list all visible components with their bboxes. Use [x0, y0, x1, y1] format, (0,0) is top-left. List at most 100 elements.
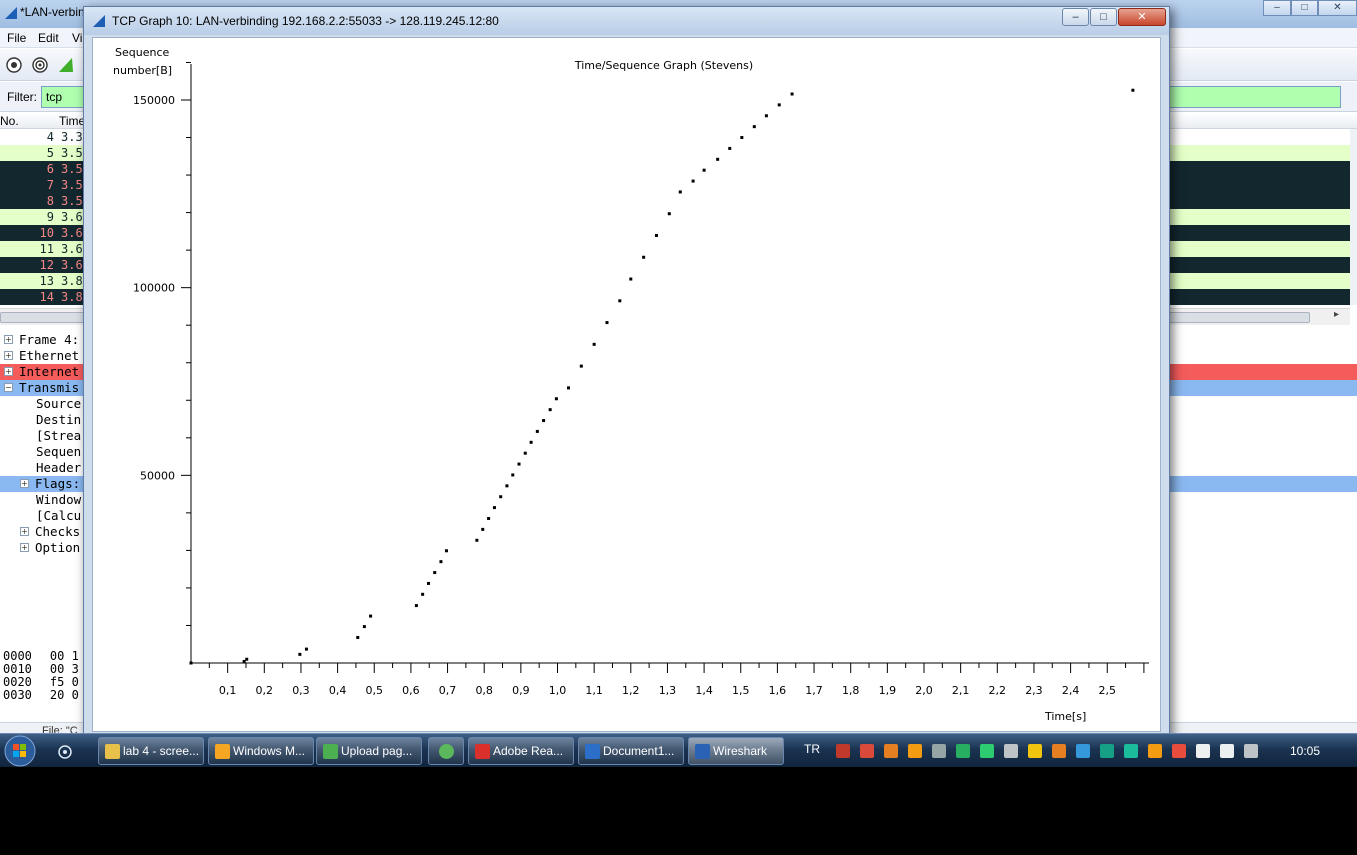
- collapse-icon[interactable]: −: [4, 383, 13, 392]
- tray-icon[interactable]: [1244, 744, 1258, 758]
- data-point: [716, 157, 720, 161]
- hex-row[interactable]: 0010 00 3: [3, 663, 79, 676]
- clock[interactable]: 10:05: [1290, 744, 1321, 758]
- taskbar-button-label: Wireshark: [713, 744, 768, 758]
- x-tick-label: 2,1: [952, 684, 970, 697]
- x-tick-label: 1,2: [622, 684, 640, 697]
- data-point: [702, 168, 706, 172]
- packet-no: 8: [46, 194, 54, 208]
- tree-row[interactable]: + Ethernet: [0, 348, 1357, 364]
- data-point: [487, 516, 491, 520]
- data-point: [245, 657, 249, 661]
- taskbar-button[interactable]: Wireshark: [688, 737, 784, 765]
- taskbar: lab 4 - scree... Windows M... Upload pag..…: [0, 733, 1357, 767]
- tray-icon[interactable]: [1172, 744, 1186, 758]
- tree-row[interactable]: Destin: [0, 412, 1357, 428]
- x-tick-label: 0,5: [366, 684, 384, 697]
- tray-icon[interactable]: [1196, 744, 1210, 758]
- tray-icon[interactable]: [1028, 744, 1042, 758]
- graph-titlebar[interactable]: TCP Graph 10: LAN-verbinding 192.168.2.2…: [84, 7, 1169, 35]
- tray-icon[interactable]: [1076, 744, 1090, 758]
- tray-icon[interactable]: [1124, 744, 1138, 758]
- data-point: [369, 614, 373, 618]
- windows-start-icon[interactable]: [2, 734, 38, 768]
- tree-row[interactable]: Window: [0, 492, 1357, 508]
- minimize-button[interactable]: –: [1062, 8, 1089, 26]
- scroll-right-arrow-icon[interactable]: ▸: [1334, 309, 1340, 320]
- tree-row[interactable]: Sequen: [0, 444, 1357, 460]
- app-icon: [323, 744, 338, 759]
- tray-icon[interactable]: [956, 744, 970, 758]
- packet-no: 11: [39, 242, 54, 256]
- tray-icon[interactable]: [908, 744, 922, 758]
- tray-icon[interactable]: [980, 744, 994, 758]
- taskbar-button[interactable]: Windows M...: [208, 737, 314, 765]
- app-icon: [475, 744, 490, 759]
- tray-icon[interactable]: [1004, 744, 1018, 758]
- expand-icon[interactable]: +: [4, 367, 13, 376]
- packet-time: 3.8: [61, 274, 83, 288]
- taskbar-button[interactable]: Adobe Rea...: [468, 737, 574, 765]
- taskbar-button[interactable]: lab 4 - scree...: [98, 737, 204, 765]
- hex-row[interactable]: 0000 00 1: [3, 650, 79, 663]
- expand-icon[interactable]: +: [20, 543, 29, 552]
- main-close-button[interactable]: ✕: [1318, 0, 1357, 16]
- media-center-icon[interactable]: [57, 744, 73, 760]
- tree-label: Checks: [35, 524, 81, 539]
- tray-icon[interactable]: [1100, 744, 1114, 758]
- tree-row[interactable]: [Calcu: [0, 508, 1357, 524]
- tray-icon[interactable]: [1148, 744, 1162, 758]
- column-no[interactable]: No.: [0, 114, 19, 128]
- tray-icon[interactable]: [1220, 744, 1234, 758]
- packet-time: 3.5: [61, 178, 83, 192]
- packet-no: 13: [39, 274, 54, 288]
- tree-row[interactable]: Header: [0, 460, 1357, 476]
- tray-icon[interactable]: [860, 744, 874, 758]
- tray-icon[interactable]: [884, 744, 898, 758]
- expand-icon[interactable]: +: [20, 527, 29, 536]
- tree-row[interactable]: + Option: [0, 540, 1357, 556]
- taskbar-button-label: Adobe Rea...: [493, 744, 564, 758]
- interfaces-icon[interactable]: [5, 56, 23, 74]
- tray-icon[interactable]: [836, 744, 850, 758]
- tree-label: Transmis: [19, 380, 80, 395]
- tree-row[interactable]: Source: [0, 396, 1357, 412]
- main-minimize-button[interactable]: –: [1263, 0, 1291, 16]
- tree-row[interactable]: + Frame 4:: [0, 332, 1357, 348]
- tree-row[interactable]: + Checks: [0, 524, 1357, 540]
- menu-view[interactable]: Vi: [72, 31, 83, 45]
- expand-icon[interactable]: +: [4, 335, 13, 344]
- hex-offset: 0030: [3, 688, 32, 702]
- menu-file[interactable]: File: [7, 31, 27, 45]
- data-point: [421, 592, 425, 596]
- time-sequence-plot[interactable]: Sequence number[B] Time/Sequence Graph (…: [93, 38, 1161, 732]
- menu-edit[interactable]: Edit: [38, 31, 59, 45]
- hex-row[interactable]: 0020 f5 0: [3, 676, 79, 689]
- y-axis-label-line-2: number[B]: [113, 64, 172, 77]
- main-maximize-button[interactable]: □: [1291, 0, 1318, 16]
- graph-canvas[interactable]: Sequence number[B] Time/Sequence Graph (…: [92, 37, 1161, 732]
- tray-icon[interactable]: [1052, 744, 1066, 758]
- tree-label: Source: [36, 396, 82, 411]
- taskbar-button[interactable]: Upload pag...: [316, 737, 422, 765]
- expand-icon[interactable]: +: [4, 351, 13, 360]
- x-tick-label: 1,0: [549, 684, 567, 697]
- tray-icon[interactable]: [932, 744, 946, 758]
- column-time[interactable]: Time: [59, 114, 86, 128]
- start-capture-icon[interactable]: [57, 56, 75, 74]
- close-button[interactable]: ✕: [1118, 8, 1166, 26]
- tree-label: [Calcu: [36, 508, 82, 523]
- taskbar-button[interactable]: [428, 737, 464, 765]
- maximize-button[interactable]: □: [1090, 8, 1117, 26]
- capture-options-icon[interactable]: [31, 56, 49, 74]
- taskbar-button[interactable]: Document1...: [578, 737, 684, 765]
- expand-icon[interactable]: +: [20, 479, 29, 488]
- data-point: [511, 473, 515, 477]
- tree-row[interactable]: [Strea: [0, 428, 1357, 444]
- language-indicator[interactable]: TR: [804, 742, 820, 756]
- data-point: [579, 364, 583, 368]
- x-tick-label: 2,4: [1062, 684, 1080, 697]
- packet-list-scrollbar[interactable]: [1350, 129, 1357, 305]
- hex-row[interactable]: 0030 20 0: [3, 689, 79, 702]
- tree-label: Destin: [36, 412, 82, 427]
